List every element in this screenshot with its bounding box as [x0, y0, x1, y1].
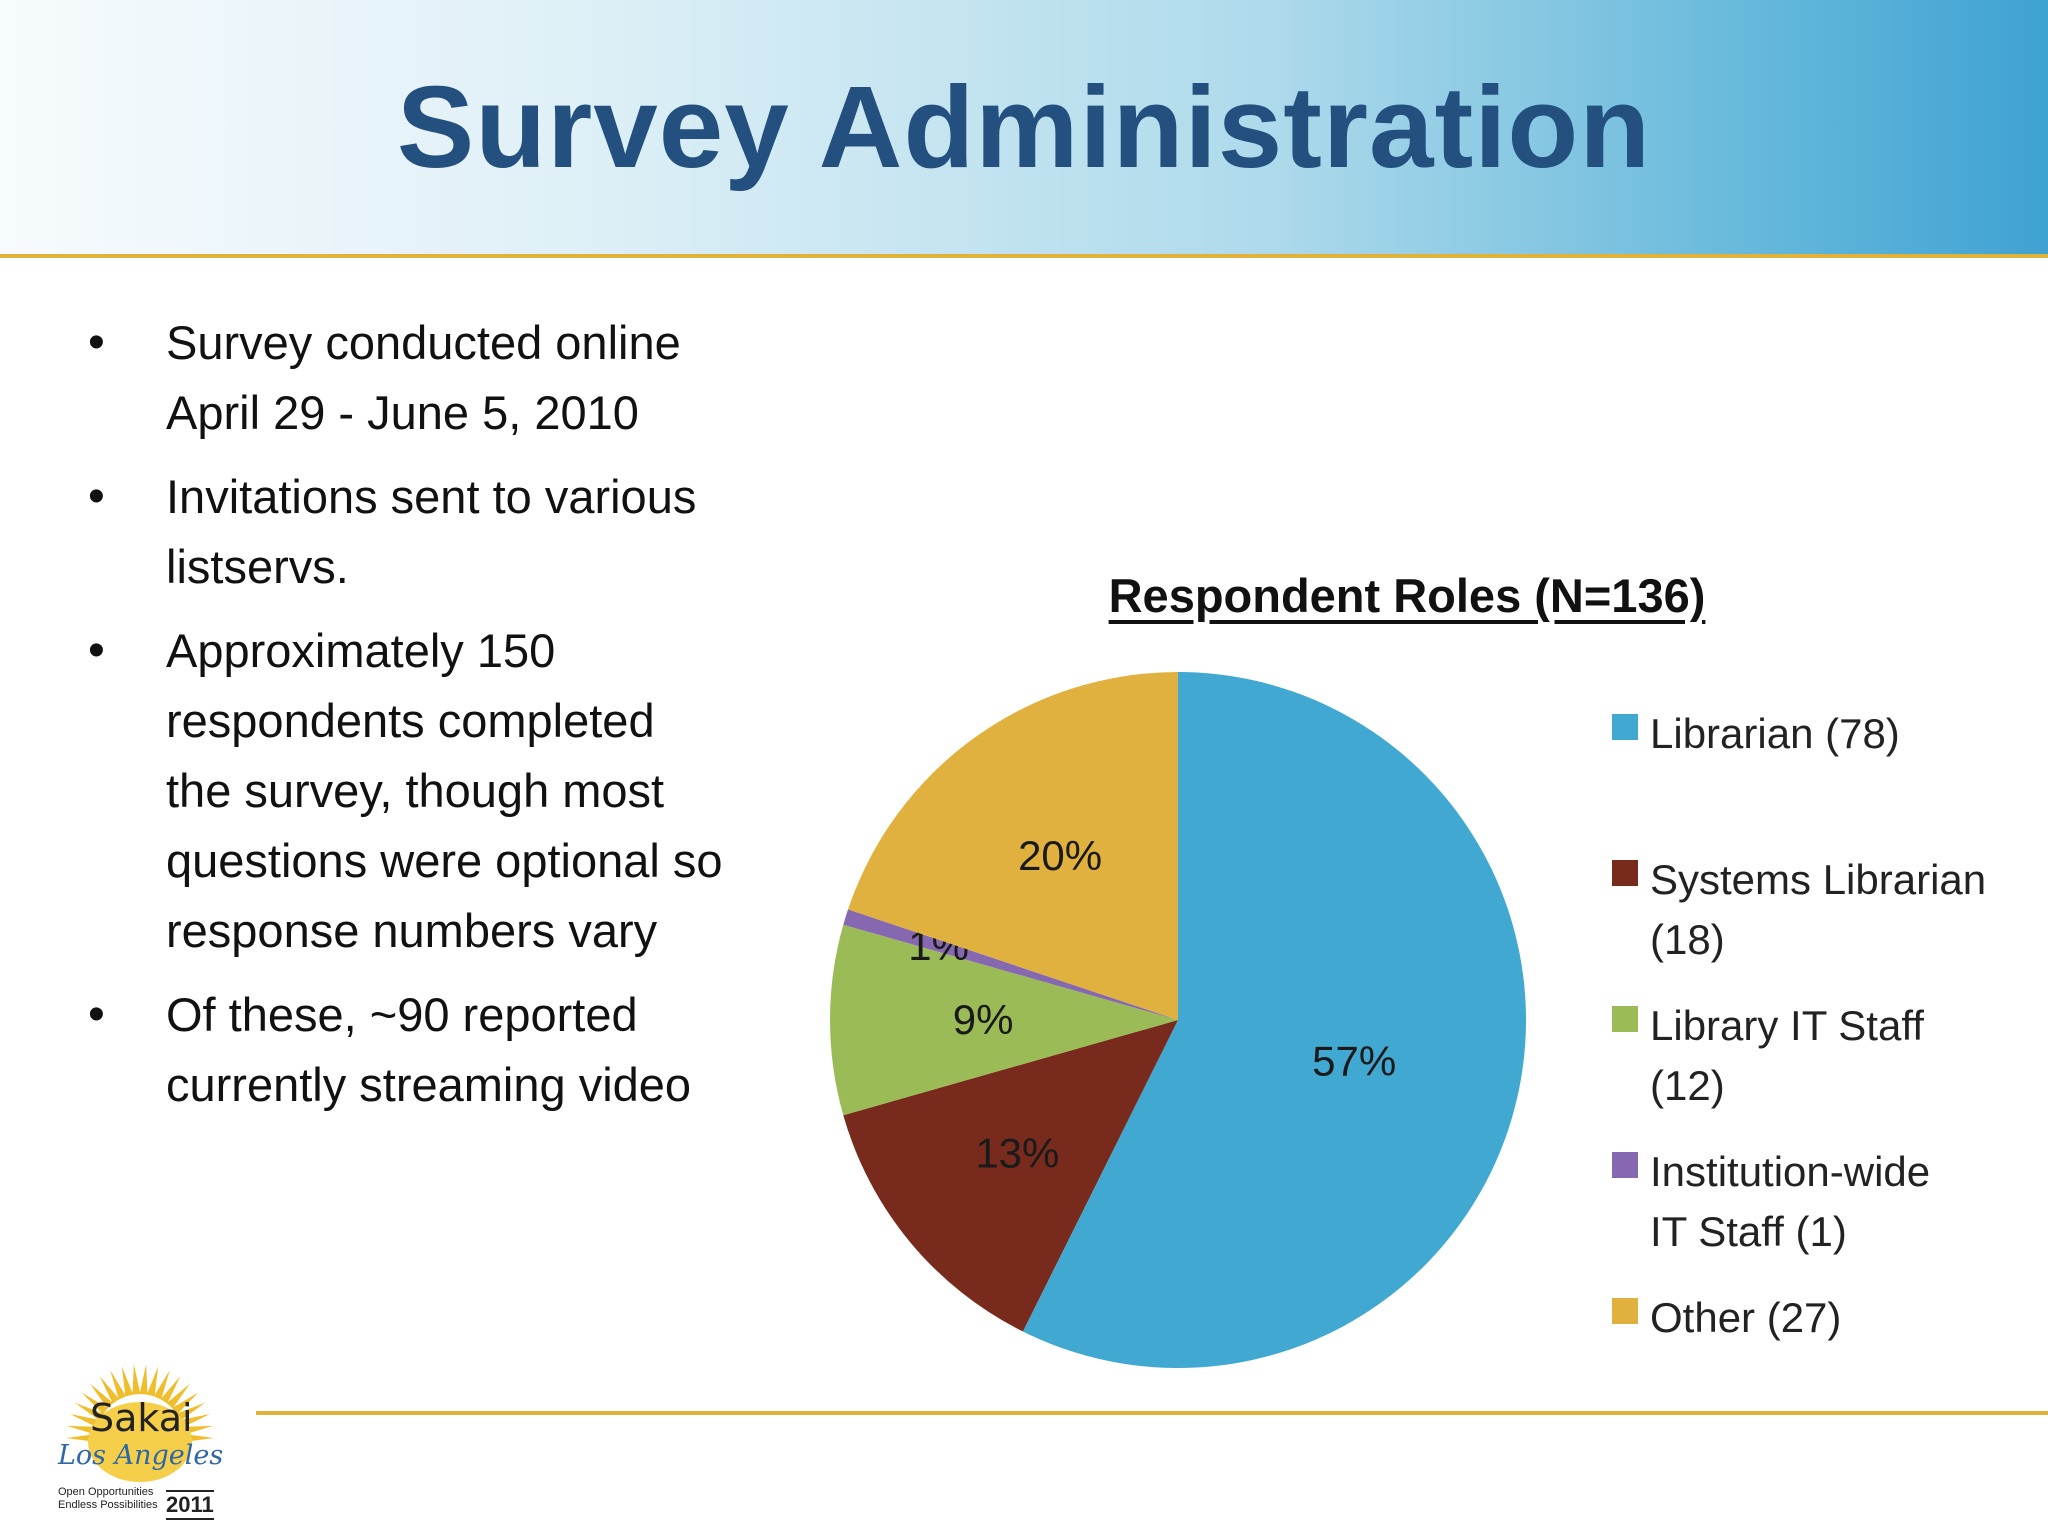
legend-label: Other (27): [1650, 1288, 2048, 1348]
legend-label-line: Other (27): [1650, 1294, 1842, 1341]
bullet-line: currently streaming video: [166, 1058, 692, 1111]
legend-label: Institution-wide IT Staff (1): [1650, 1142, 2048, 1262]
legend-label: Systems Librarian (18): [1650, 850, 2048, 970]
bullet-line: Of these, ~90 reported: [166, 988, 638, 1041]
bullet-line: Approximately 150: [166, 624, 556, 677]
bullet-line: Survey conducted online: [166, 316, 681, 369]
sun-icon: [66, 1364, 214, 1482]
legend-label-line: (12): [1650, 1062, 1725, 1109]
legend-swatch: [1612, 860, 1638, 886]
header-banner: [0, 0, 2048, 254]
legend-label-line: Librarian (78): [1650, 710, 1900, 757]
bullet-line: the survey, though most: [166, 764, 665, 817]
pie-data-label: 13%: [975, 1129, 1059, 1176]
logo-tagline-line: Open Opportunities: [58, 1486, 154, 1498]
legend-swatch: [1612, 1152, 1638, 1178]
legend-label-line: IT Staff (1): [1650, 1208, 1847, 1255]
bullet-marker: •: [88, 624, 105, 677]
bullet-line: respondents completed: [166, 694, 655, 747]
logo-tagline: Open Opportunities Endless Possibilities: [58, 1486, 168, 1512]
bullet-item: • Of these, ~90 reported currently strea…: [80, 980, 810, 1120]
legend-swatch: [1612, 714, 1638, 740]
legend-label: Librarian (78): [1650, 704, 2048, 764]
pie-slice: [1022, 672, 1526, 1368]
pie-slice: [829, 924, 1178, 1116]
sakai-logo: Sakai Los Angeles Open Opportunities End…: [50, 1352, 230, 1522]
bullet-item: • Invitations sent to various listservs.: [80, 462, 810, 602]
bullet-line: response numbers vary: [166, 904, 658, 957]
legend-swatch: [1612, 1006, 1638, 1032]
bullet-list: • Survey conducted online April 29 - Jun…: [80, 308, 810, 1134]
slide-title: Survey Administration: [396, 62, 1652, 192]
pie-data-label: 9%: [953, 996, 1014, 1043]
logo-year: 2011: [166, 1490, 214, 1520]
bullet-marker: •: [88, 316, 105, 369]
bullet-line: listservs.: [166, 540, 349, 593]
legend-label-line: Systems Librarian: [1650, 856, 1987, 903]
bullet-item: • Approximately 150 respondents complete…: [80, 616, 810, 966]
bullet-marker: •: [88, 988, 105, 1041]
pie-data-label: 57%: [1312, 1037, 1396, 1084]
logo-tagline-line: Endless Possibilities: [58, 1499, 158, 1511]
pie-slice: [843, 909, 1178, 1020]
pie-data-label: 20%: [1018, 832, 1102, 879]
pie-slice: [843, 1020, 1178, 1332]
legend-label: Library IT Staff (12): [1650, 996, 2048, 1116]
legend-label-line: Institution-wide: [1650, 1148, 1931, 1195]
bullet-line: April 29 - June 5, 2010: [166, 386, 639, 439]
bullet-line: Invitations sent to various: [166, 470, 697, 523]
bullet-marker: •: [88, 470, 105, 523]
chart-title: Respondent Roles (N=136): [1108, 569, 1706, 622]
legend-label-line: Library IT Staff: [1650, 1002, 1924, 1049]
header-divider: [0, 254, 2048, 258]
bullet-line: questions were optional so: [166, 834, 723, 887]
legend-label-line: (18): [1650, 916, 1725, 963]
footer-divider: [256, 1411, 2048, 1415]
logo-wordmark: Sakai: [90, 1396, 193, 1440]
pie-slice: [848, 672, 1178, 1020]
legend-swatch: [1612, 1298, 1638, 1324]
logo-subtitle: Los Angeles: [58, 1440, 224, 1471]
bullet-item: • Survey conducted online April 29 - Jun…: [80, 308, 810, 448]
